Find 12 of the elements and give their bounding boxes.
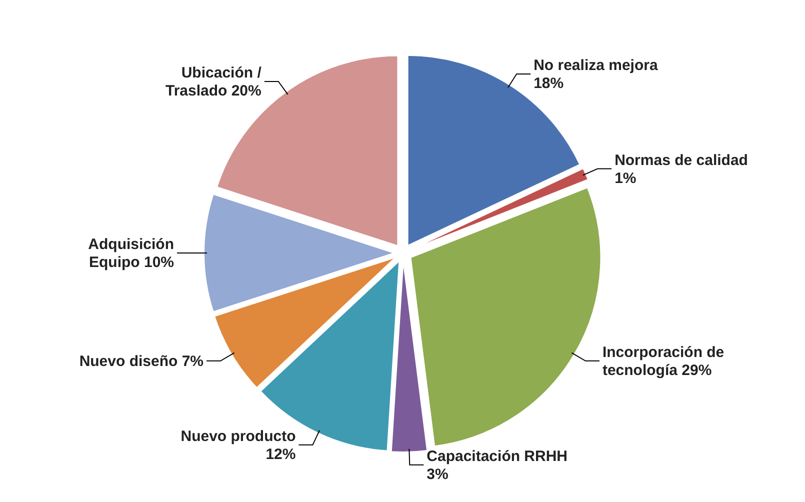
- slice-label: Nuevo producto: [180, 428, 296, 445]
- data-label: 18%: [534, 75, 564, 92]
- slice-label: No realiza mejora: [534, 57, 658, 74]
- data-label: 3%: [426, 466, 448, 483]
- slice-label: Capacitación RRHH: [426, 448, 568, 465]
- slice-label: Nuevo diseño 7%: [79, 352, 204, 370]
- data-label: 12%: [266, 446, 296, 463]
- data-label: 1%: [614, 170, 636, 187]
- slice-label: Ubicación / Traslado 20%: [166, 64, 262, 100]
- slice-label: Adquisición Equipo 10%: [88, 236, 174, 271]
- slice-label: Incorporación de tecnología 29%: [602, 344, 724, 379]
- slice-label: Normas de calidad: [614, 152, 748, 169]
